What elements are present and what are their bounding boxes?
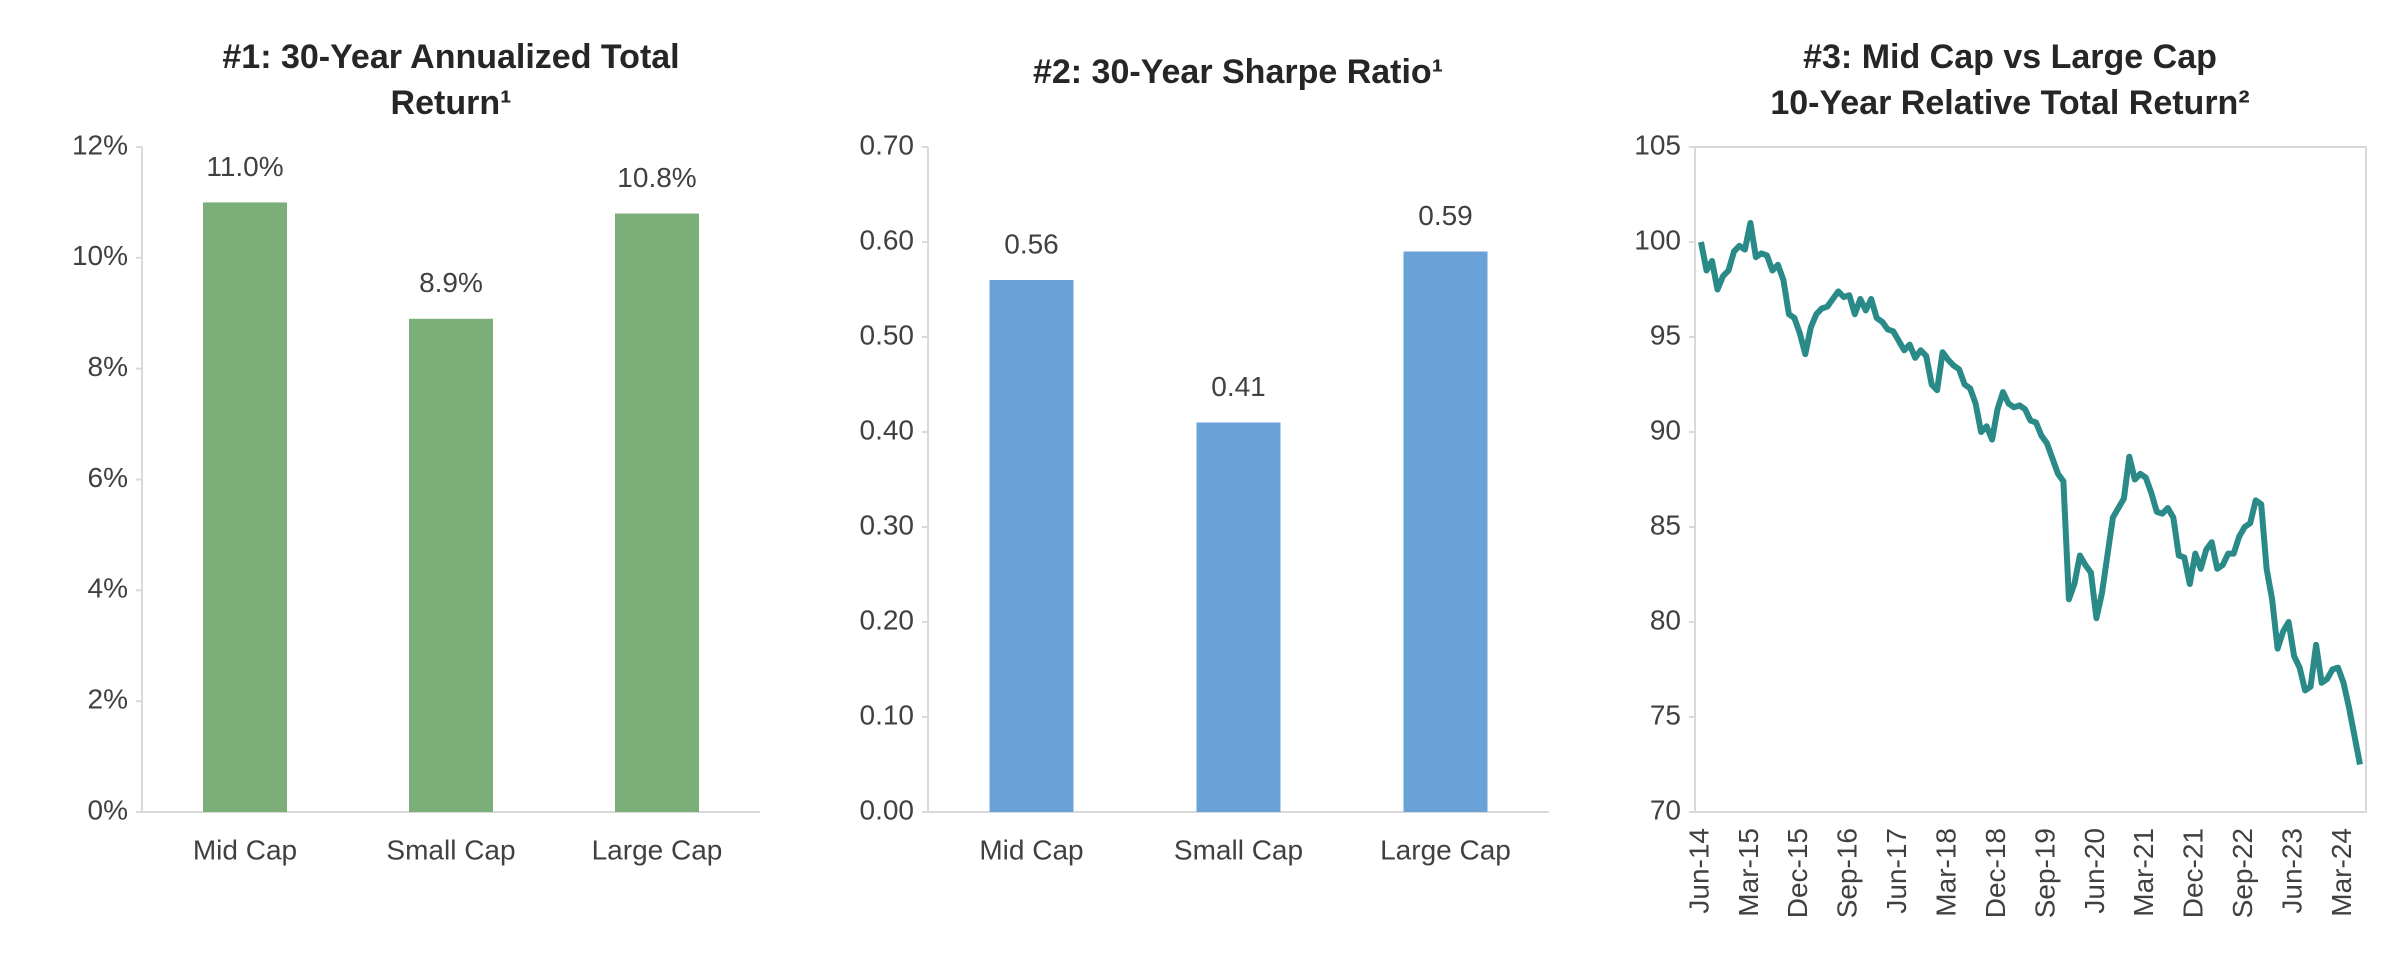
- y-tick-label: 0.10: [860, 699, 915, 730]
- x-tick-label: Large Cap: [1380, 834, 1511, 865]
- chart-title: Return¹: [391, 84, 512, 122]
- y-tick-label: 80: [1650, 604, 1681, 635]
- x-tick-label: Mar-24: [2326, 828, 2357, 917]
- chart-title: #3: Mid Cap vs Large Cap: [1803, 38, 2217, 76]
- x-tick-label: Mid Cap: [979, 834, 1083, 865]
- chart-title: #1: 30-Year Annualized Total: [222, 38, 679, 76]
- bar: [1403, 251, 1488, 812]
- bar: [1196, 422, 1281, 812]
- y-tick-label: 4%: [88, 573, 128, 604]
- x-tick-label: Jun-23: [2276, 828, 2307, 914]
- chart-title: 10-Year Relative Total Return²: [1770, 84, 2249, 122]
- bar: [409, 318, 493, 812]
- x-tick-label: Mar-18: [1931, 828, 1962, 917]
- y-tick-label: 90: [1650, 414, 1681, 445]
- y-tick-label: 0.50: [860, 319, 915, 350]
- x-tick-label: Dec-15: [1782, 828, 1813, 918]
- y-tick-label: 75: [1650, 699, 1681, 730]
- x-tick-label: Sep-16: [1832, 828, 1863, 918]
- y-tick-label: 95: [1650, 319, 1681, 350]
- value-label: 0.41: [1211, 371, 1266, 402]
- x-tick-label: Jun-17: [1881, 828, 1912, 914]
- y-tick-label: 0.60: [860, 224, 915, 255]
- y-tick-label: 0.20: [860, 604, 915, 635]
- y-tick-label: 8%: [88, 351, 128, 382]
- y-tick-label: 100: [1634, 224, 1681, 255]
- x-tick-label: Small Cap: [1174, 834, 1303, 865]
- y-tick-label: 105: [1634, 129, 1681, 160]
- x-tick-label: Dec-21: [2178, 828, 2209, 918]
- value-label: 10.8%: [617, 162, 696, 193]
- y-tick-label: 12%: [72, 129, 128, 160]
- x-tick-label: Jun-20: [2079, 828, 2110, 914]
- value-label: 0.56: [1004, 228, 1059, 259]
- x-tick-label: Mar-21: [2128, 828, 2159, 917]
- y-tick-label: 85: [1650, 509, 1681, 540]
- chart-title: #2: 30-Year Sharpe Ratio¹: [1033, 53, 1443, 91]
- x-tick-label: Small Cap: [386, 834, 515, 865]
- x-tick-label: Jun-14: [1683, 828, 1714, 914]
- x-tick-label: Mid Cap: [193, 834, 297, 865]
- y-tick-label: 70: [1650, 794, 1681, 825]
- bar: [203, 202, 287, 812]
- y-tick-label: 0.70: [860, 129, 915, 160]
- bar: [989, 280, 1074, 812]
- y-tick-label: 2%: [88, 684, 128, 715]
- x-tick-label: Dec-18: [1980, 828, 2011, 918]
- y-tick-label: 0.40: [860, 414, 915, 445]
- y-tick-label: 10%: [72, 240, 128, 271]
- data-line: [1698, 220, 2363, 766]
- plot-frame: [1694, 146, 2367, 813]
- x-tick-label: Large Cap: [592, 834, 723, 865]
- value-label: 8.9%: [419, 267, 483, 298]
- y-tick-label: 6%: [88, 462, 128, 493]
- x-tick-label: Mar-15: [1733, 828, 1764, 917]
- x-tick-label: Sep-19: [2029, 828, 2060, 918]
- x-tick-label: Sep-22: [2227, 828, 2258, 918]
- y-tick-label: 0%: [88, 794, 128, 825]
- value-label: 11.0%: [206, 151, 283, 182]
- y-tick-label: 0.30: [860, 509, 915, 540]
- value-label: 0.59: [1418, 200, 1473, 231]
- y-tick-label: 0.00: [860, 794, 915, 825]
- bar: [615, 213, 699, 812]
